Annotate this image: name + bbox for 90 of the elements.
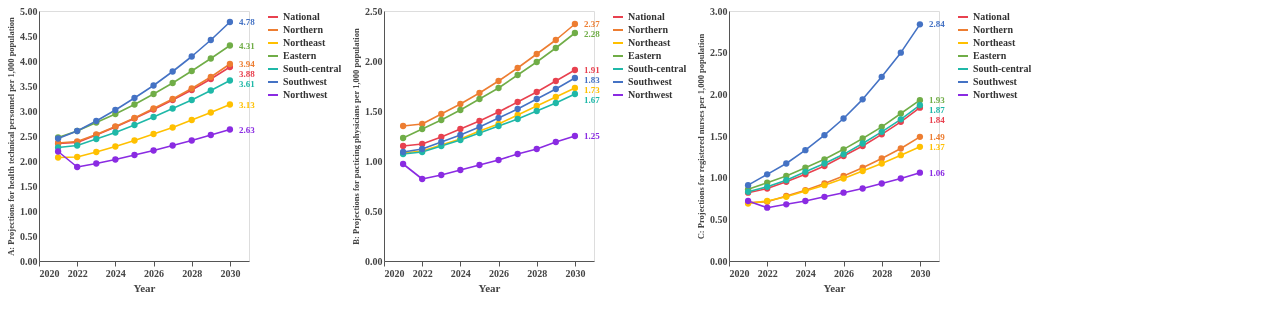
y-tick-label: 4.50 [20,30,38,42]
data-label: 2.63 [238,124,256,135]
data-label: 4.78 [238,17,256,27]
x-tick-label: 2028 [872,267,893,279]
y-tick-label: 2.00 [365,55,383,67]
x-tick-label: 2022 [412,267,433,279]
legend-label: Eastern [973,50,1007,61]
x-tick-label: 2022 [757,267,778,279]
legend-label: South-central [283,63,342,74]
legend-label: Northern [973,24,1014,35]
x-axis-title: Year [133,281,156,294]
x-tick-label: 2020 [384,267,405,279]
x-tick-label: 2030 [910,267,931,279]
y-tick-label: 0.00 [20,255,38,267]
data-label: 1.84 [928,115,946,126]
x-tick-label: 2024 [105,267,126,279]
data-label: 1.37 [928,141,946,152]
legend-label: Northern [628,24,669,35]
y-tick-label: 3.50 [20,80,38,92]
x-axis-title: Year [478,281,501,294]
data-label: 1.93 [928,95,946,106]
y-axis-title: B: Projections for pacticing physicians per 1,000 population [351,28,361,245]
y-tick-label: 3.00 [20,105,38,117]
data-label: 1.25 [583,131,601,141]
data-label: 2.84 [928,19,946,30]
data-label: 3.94 [238,59,256,69]
data-label: 1.67 [583,95,601,105]
data-label: 1.06 [928,167,946,178]
legend-label: National [628,11,665,22]
y-tick-label: 2.00 [710,88,728,100]
y-tick-label: 0.50 [365,205,383,217]
y-tick-label: 0.00 [365,255,383,267]
data-label: 2.37 [583,19,601,29]
y-tick-label: 1.50 [710,130,728,142]
legend-label: Northeast [628,37,671,48]
x-tick-label: 2030 [220,267,241,279]
legend-label: South-central [973,63,1032,74]
data-label: 3.13 [238,99,256,110]
y-tick-label: 2.50 [20,130,38,142]
x-axis-title: Year [823,281,846,294]
y-tick-label: 1.50 [365,105,383,117]
x-tick-label: 2020 [39,267,60,279]
x-tick-label: 2022 [67,267,88,279]
y-tick-label: 2.50 [365,5,383,17]
legend-label: Northwest [973,89,1019,100]
data-label: 1.83 [583,75,601,85]
y-tick-label: 1.00 [710,172,728,184]
legend-label: Eastern [283,50,317,61]
y-tick-label: 0.50 [710,213,728,225]
y-tick-label: 1.00 [20,205,38,217]
legend-label: Southwest [973,76,1018,87]
y-axis-title: C: Projections for registered nurses per 1,000 population [696,33,706,240]
data-label: 1.91 [583,65,601,75]
x-tick-label: 2028 [182,267,203,279]
x-tick-label: 2020 [729,267,750,279]
y-tick-label: 1.00 [365,155,383,167]
legend-label: Northwest [283,89,329,100]
legend-label: National [283,11,320,22]
data-label: 1.73 [583,85,601,95]
legend-label: Northeast [283,37,326,48]
data-label: 3.61 [238,79,256,89]
y-tick-label: 2.00 [20,155,38,167]
x-tick-label: 2030 [565,267,586,279]
x-tick-label: 2028 [527,267,548,279]
legend-label: Northeast [973,37,1016,48]
y-tick-label: 1.50 [20,180,38,192]
x-tick-label: 2024 [795,267,816,279]
y-tick-label: 5.00 [20,5,38,17]
data-label: 1.49 [928,131,946,142]
x-tick-label: 2026 [144,267,165,279]
y-tick-label: 4.00 [20,55,38,67]
data-label: 3.88 [238,69,256,79]
y-tick-label: 0.00 [710,255,728,267]
data-label: 2.28 [583,29,601,39]
legend-label: Northwest [628,89,674,100]
x-tick-label: 2024 [450,267,471,279]
y-tick-label: 2.50 [710,47,728,59]
legend-label: Eastern [628,50,662,61]
legend-label: Southwest [283,76,328,87]
x-tick-label: 2026 [489,267,510,279]
legend-label: National [973,11,1010,22]
y-tick-label: 3.00 [710,5,728,17]
data-label: 4.31 [238,40,256,51]
x-tick-label: 2026 [834,267,855,279]
legend-label: Northern [283,24,324,35]
y-tick-label: 0.50 [20,230,38,242]
legend-label: South-central [628,63,687,74]
data-label: 1.87 [928,105,946,116]
legend-label: Southwest [628,76,673,87]
y-axis-title: A: Projections for health technical personnel per 1,000 population [6,16,16,256]
